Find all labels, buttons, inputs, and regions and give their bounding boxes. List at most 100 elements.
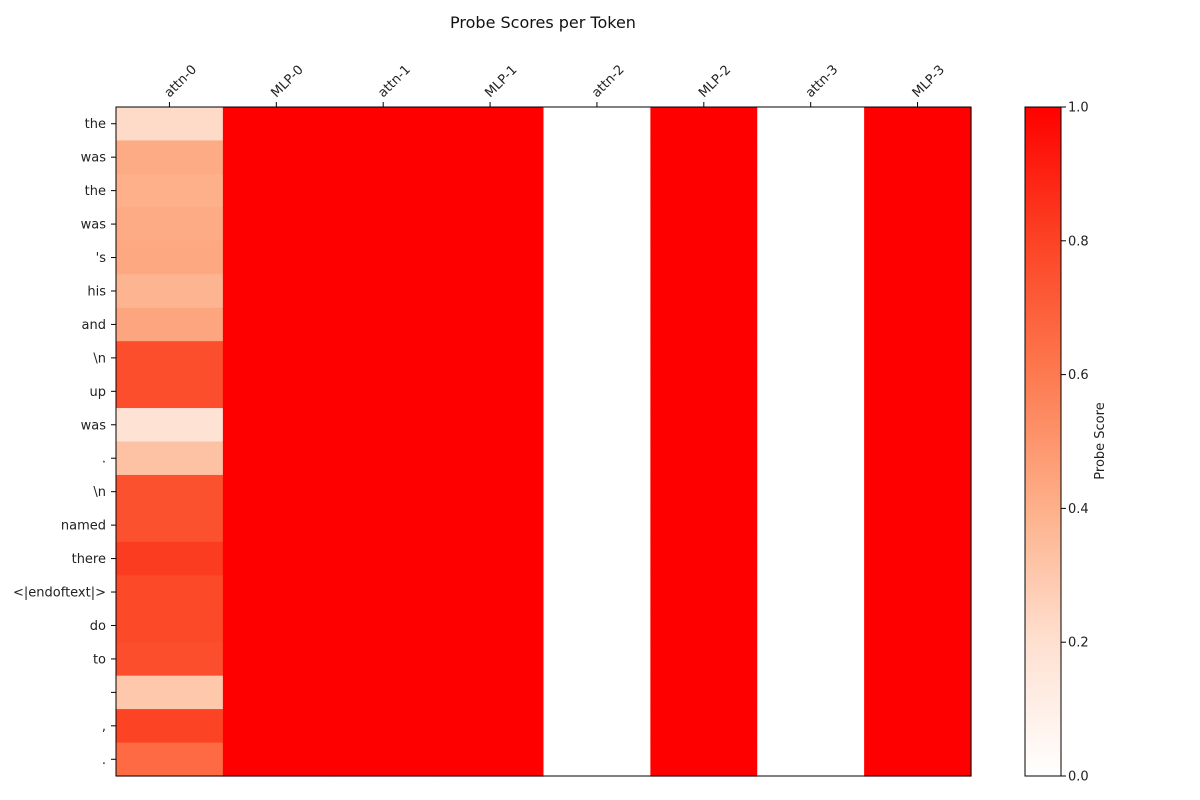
heatmap-cell [116, 575, 224, 610]
heatmap-cell [543, 642, 651, 677]
heatmap-cell [757, 575, 865, 610]
row-label: his [87, 284, 106, 299]
heatmap-cell [650, 742, 758, 777]
heatmap-cell [864, 575, 972, 610]
row-label: to [93, 652, 106, 667]
heatmap-cell [864, 441, 972, 476]
row-label: <|endoftext|> [13, 586, 106, 601]
heatmap-cell [329, 608, 438, 643]
heatmap-cell [116, 508, 224, 543]
heatmap-cell [222, 541, 331, 576]
colorbar-tick-label: 0.0 [1068, 770, 1089, 785]
heatmap-cell [543, 374, 651, 409]
heatmap-cell [222, 374, 331, 409]
heatmap-cell [650, 608, 758, 643]
heatmap-cell [864, 374, 972, 409]
column-label: MLP-0 [269, 63, 307, 101]
heatmap-cell [329, 240, 438, 275]
heatmap-cell [222, 575, 331, 610]
heatmap-cell [543, 173, 651, 208]
heatmap-cell [757, 140, 865, 175]
heatmap-cell [757, 307, 865, 342]
heatmap-cell [864, 675, 972, 710]
heatmap-cell [864, 274, 972, 309]
heatmap-cell [650, 140, 758, 175]
heatmap-cell [116, 274, 224, 309]
column-label: MLP-3 [910, 63, 948, 101]
column-label: attn-2 [589, 62, 627, 100]
heatmap-cell [864, 508, 972, 543]
row-label: was [81, 418, 107, 433]
heatmap-cell [757, 742, 865, 777]
heatmap-cell [116, 408, 224, 443]
heatmap-cell [436, 575, 545, 610]
heatmap-cell [222, 140, 331, 175]
heatmap-cell [757, 341, 865, 376]
heatmap-cell [329, 307, 438, 342]
heatmap-cell [650, 474, 758, 509]
heatmap-cell [436, 642, 545, 677]
heatmap-cell [116, 341, 224, 376]
heatmap-cell [543, 675, 651, 710]
heatmap-cell [650, 374, 758, 409]
heatmap-cell [864, 709, 972, 744]
heatmap-cell [329, 140, 438, 175]
heatmap-cell [757, 642, 865, 677]
heatmap-cell [436, 441, 545, 476]
heatmap-cell [116, 107, 224, 142]
row-label: \n [93, 485, 106, 500]
column-label: MLP-1 [482, 63, 520, 101]
heatmap-cell [757, 474, 865, 509]
heatmap-cell [222, 107, 331, 142]
heatmap-cell [329, 675, 438, 710]
heatmap-cell [543, 709, 651, 744]
heatmap-cell [757, 608, 865, 643]
heatmap-cell [222, 608, 331, 643]
chart-title: Probe Scores per Token [450, 13, 636, 32]
heatmap-cell [650, 508, 758, 543]
heatmap-cell [650, 441, 758, 476]
row-label: the [85, 117, 106, 132]
heatmap-cell [436, 107, 545, 142]
heatmap-cell [543, 274, 651, 309]
heatmap-cell [329, 341, 438, 376]
heatmap-cell [222, 742, 331, 777]
heatmap-cell [650, 307, 758, 342]
heatmap-cell [329, 173, 438, 208]
colorbar-tick-label: 0.8 [1068, 234, 1089, 249]
heatmap-cell [222, 173, 331, 208]
row-label: there [72, 552, 106, 567]
row-label: was [81, 218, 107, 233]
row-label: do [90, 619, 106, 634]
heatmap-cell [543, 742, 651, 777]
heatmap-cell [757, 441, 865, 476]
heatmap-cell [864, 173, 972, 208]
heatmap-cell [222, 709, 331, 744]
heatmap-cell [757, 408, 865, 443]
heatmap-cell [864, 541, 972, 576]
heatmap-cell [436, 341, 545, 376]
heatmap-cell [864, 642, 972, 677]
heatmap-cell [329, 441, 438, 476]
heatmap-cell [222, 274, 331, 309]
heatmap-cell [116, 240, 224, 275]
row-label: , [102, 719, 106, 734]
heatmap-cell [650, 575, 758, 610]
heatmap-cell [222, 642, 331, 677]
heatmap-cell [222, 408, 331, 443]
heatmap-cell [543, 140, 651, 175]
heatmap-cell [650, 173, 758, 208]
column-label: attn-3 [803, 62, 841, 100]
row-label: 's [96, 251, 107, 266]
heatmap-cell [650, 642, 758, 677]
heatmap-cell [436, 374, 545, 409]
heatmap-cell [864, 140, 972, 175]
heatmap-cell [329, 274, 438, 309]
heatmap-cell [864, 107, 972, 142]
heatmap-cell [650, 675, 758, 710]
heatmap-cell [116, 207, 224, 242]
heatmap-cell [436, 608, 545, 643]
heatmap-cell [757, 508, 865, 543]
heatmap-cell [116, 140, 224, 175]
heatmap-cell [436, 207, 545, 242]
